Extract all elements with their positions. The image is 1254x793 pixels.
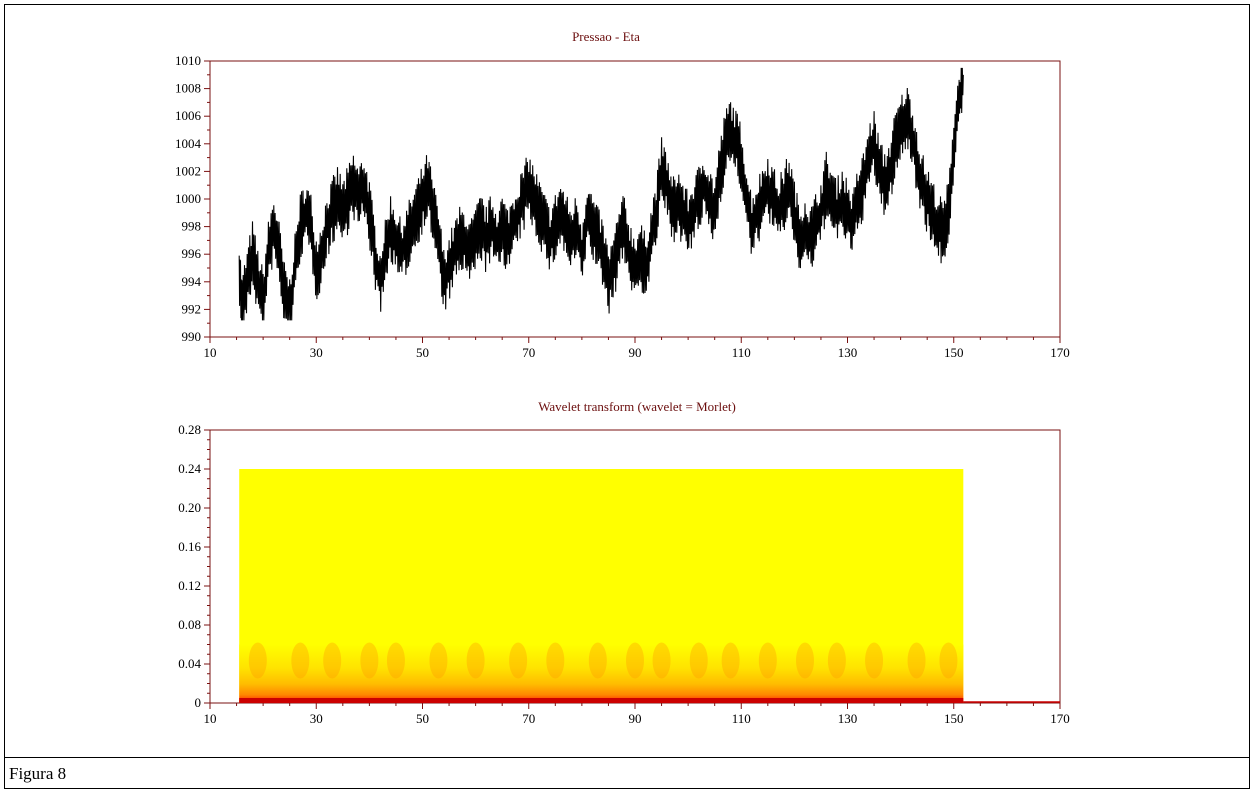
- heatmap-crest: [652, 642, 671, 679]
- heatmap-crest: [386, 642, 405, 679]
- heatmap-crest: [721, 642, 740, 679]
- heatmap-crest: [509, 642, 528, 679]
- chart1-x-tick-label: 170: [1050, 345, 1070, 360]
- pressure-line-chart: Pressao - Eta 990 992 994 996 998 1000 1002 100…: [175, 29, 1070, 360]
- caption-row: Figura 8: [5, 757, 1249, 788]
- chart1-y-tick-label: 1006: [175, 108, 202, 123]
- chart1-x-axis: 10 30 50 70 90 110 130 150 170: [204, 337, 1070, 360]
- chart1-y-tick-label: 996: [182, 246, 202, 261]
- heatmap-crest: [626, 642, 644, 679]
- chart2-x-tick-label: 170: [1050, 711, 1070, 726]
- chart2-y-axis: 0 0.04 0.08 0.12 0.16 0.20 0.24 0.28: [178, 422, 210, 710]
- chart2-x-tick-label: 50: [416, 711, 429, 726]
- chart1-x-tick-label: 90: [629, 345, 642, 360]
- figure-svg: Pressao - Eta 99099299499699810001002100…: [175, 29, 1070, 726]
- chart1-series: [238, 67, 964, 321]
- heatmap-energy-band: [239, 644, 964, 703]
- chart1-x-tick-label: 110: [732, 345, 751, 360]
- chart2-x-tick-label: 130: [838, 711, 858, 726]
- chart2-x-tick-label: 30: [310, 711, 323, 726]
- chart2-y-tick-label: 0.08: [178, 617, 201, 632]
- chart2-x-tick-label: 150: [944, 711, 964, 726]
- heatmap-crest: [360, 642, 379, 679]
- heatmap-crest: [689, 642, 708, 679]
- chart2-x-tick-label: 10: [204, 711, 217, 726]
- heatmap-crest: [827, 642, 846, 679]
- chart1-y-tick-label: 994: [182, 274, 202, 289]
- figure-caption: Figura 8: [9, 764, 67, 783]
- chart1-y-tick-label: 990: [182, 329, 202, 344]
- chart2-y-tick-label: 0.28: [178, 422, 201, 437]
- heatmap-crest: [248, 642, 267, 679]
- chart1-y-tick-label: 1010: [175, 53, 201, 68]
- chart2-y-tick-label: 0.20: [178, 500, 201, 515]
- chart2-x-tick-label: 70: [522, 711, 535, 726]
- chart1-y-tick-label: 992: [182, 301, 202, 316]
- chart2-y-tick-label: 0.16: [178, 539, 201, 554]
- heatmap-crest: [466, 642, 485, 679]
- chart1-x-tick-label: 150: [944, 345, 964, 360]
- chart2-y-tick-label: 0.24: [178, 461, 201, 476]
- chart1-y-tick-label: 998: [182, 219, 202, 234]
- heatmap-crest: [429, 642, 448, 679]
- chart2-x-tick-label: 110: [732, 711, 751, 726]
- heatmap-crest: [546, 642, 565, 679]
- chart1-x-tick-label: 10: [204, 345, 217, 360]
- chart1-y-tick-label: 1002: [175, 163, 201, 178]
- heatmap-crest: [758, 642, 777, 679]
- chart2-x-axis: 10 30 50 70 90 110 130 150 170: [204, 703, 1070, 726]
- chart1-x-tick-label: 130: [838, 345, 858, 360]
- heatmap-crest: [323, 642, 342, 679]
- heatmap-crest: [865, 642, 884, 679]
- wavelet-heatmap-chart: Wavelet transform (wavelet = Morlet) 0 0.…: [178, 399, 1070, 726]
- chart2-title: Wavelet transform (wavelet = Morlet): [538, 399, 736, 414]
- chart2-heatmap: [239, 469, 1060, 703]
- figure-frame: Pressao - Eta 990 992 994 996 998 1000 1002 100…: [4, 4, 1250, 789]
- heatmap-crest: [907, 642, 926, 679]
- heatmap-crest: [939, 642, 958, 679]
- plot-area: Pressao - Eta 990 992 994 996 998 1000 1002 100…: [5, 5, 1249, 757]
- chart1-x-tick-label: 50: [416, 345, 429, 360]
- chart1-y-axis: 990 992 994 996 998 1000 1002 1004 1006 1008 1010: [175, 53, 210, 344]
- chart2-y-tick-label: 0: [195, 695, 202, 710]
- chart2-y-tick-label: 0.04: [178, 656, 201, 671]
- heatmap-base-strip: [239, 698, 964, 703]
- chart1-title: Pressao - Eta: [572, 29, 640, 44]
- chart1-x-tick-label: 30: [310, 345, 323, 360]
- chart1-y-tick-label: 1004: [175, 136, 202, 151]
- heatmap-crest: [291, 642, 310, 679]
- pressure-series-line: [238, 67, 964, 321]
- chart1-y-tick-label: 1000: [175, 191, 201, 206]
- chart2-y-tick-label: 0.12: [178, 578, 201, 593]
- chart1-y-tick-label: 1008: [175, 81, 201, 96]
- heatmap-crest: [796, 642, 814, 679]
- chart1-x-tick-label: 70: [522, 345, 535, 360]
- heatmap-crest: [588, 642, 607, 679]
- chart2-x-tick-label: 90: [629, 711, 642, 726]
